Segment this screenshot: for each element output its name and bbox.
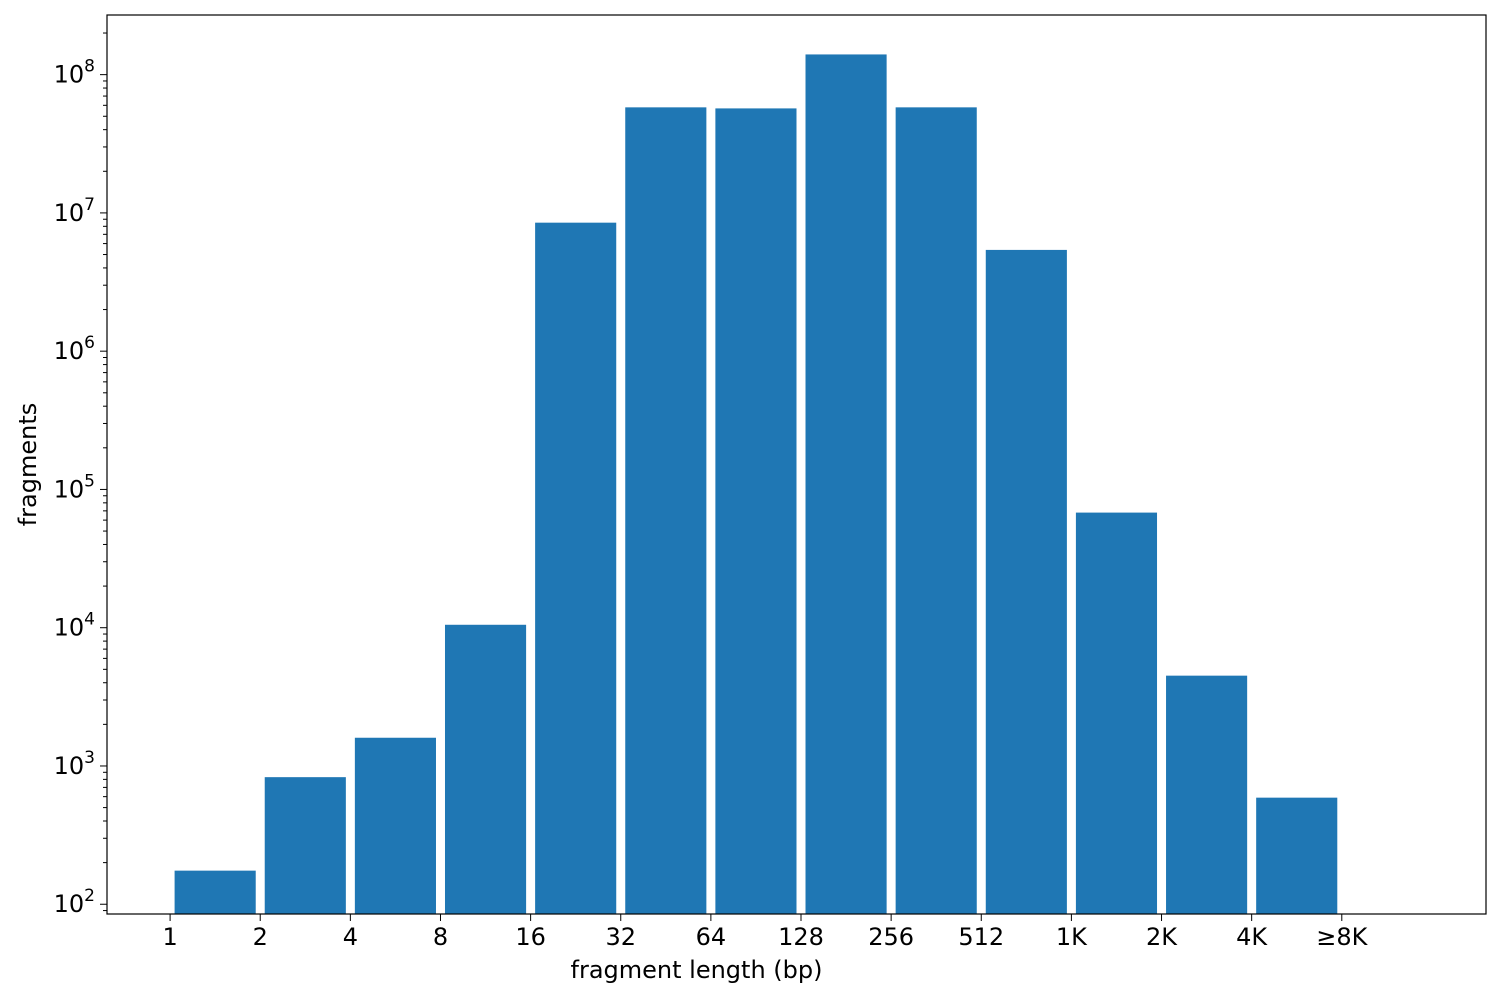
y-tick-label: 103 (54, 748, 95, 780)
bar-4 (354, 737, 436, 914)
y-tick-label: 104 (54, 610, 95, 642)
x-tick-label: 256 (868, 923, 914, 951)
y-tick-label: 106 (54, 333, 95, 365)
x-tick-label: 8 (433, 923, 448, 951)
y-tick-label: 102 (54, 886, 95, 918)
x-tick-label: 64 (696, 923, 727, 951)
x-tick-label: 4K (1236, 923, 1268, 951)
x-tick-label: 512 (958, 923, 1004, 951)
x-tick-label: 4 (343, 923, 358, 951)
bar-8 (444, 624, 527, 914)
bar-512 (985, 249, 1067, 914)
bar-1 (174, 870, 256, 914)
bars-group (174, 54, 1338, 915)
x-tick-label: 32 (605, 923, 636, 951)
x-tick-label: 2K (1146, 923, 1178, 951)
plot-frame (106, 14, 1487, 915)
x-tick-label: 1K (1056, 923, 1088, 951)
x-tick-label: 16 (515, 923, 546, 951)
bar-4K (1256, 797, 1338, 914)
bar-64 (715, 108, 797, 914)
y-tick-label: 105 (54, 471, 95, 503)
x-axis-ticks: 1 2 4 8 16 32 64 128 256 512 1K 2K 4K ≥8K (162, 914, 1369, 951)
x-axis-label: fragment length (bp) (571, 956, 823, 984)
bar-32 (625, 107, 707, 915)
bar-256 (895, 107, 977, 915)
y-axis-ticks: 102 103 104 105 106 107 108 (54, 32, 107, 918)
x-tick-label: 128 (778, 923, 824, 951)
x-tick-label: ≥8K (1316, 923, 1368, 951)
y-tick-label: 108 (54, 57, 95, 89)
y-tick-label: 107 (54, 195, 95, 227)
bar-16 (535, 222, 617, 915)
bar-2K (1166, 675, 1248, 914)
x-tick-label: 2 (253, 923, 268, 951)
bar-2 (264, 777, 346, 914)
x-tick-label: 1 (162, 923, 177, 951)
bar-128 (805, 54, 887, 914)
y-axis-label: fragments (14, 403, 42, 527)
bar-1K (1075, 512, 1158, 914)
